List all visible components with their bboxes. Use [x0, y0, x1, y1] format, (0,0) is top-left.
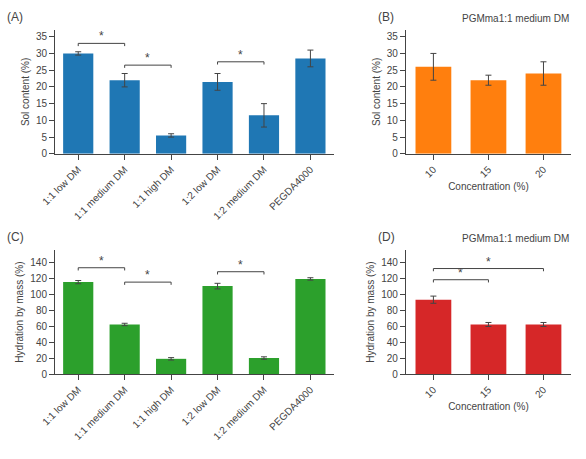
svg-text:1:2 medium DM: 1:2 medium DM — [211, 164, 269, 222]
svg-text:120: 120 — [381, 273, 398, 284]
svg-text:0: 0 — [41, 148, 47, 159]
svg-text:30: 30 — [387, 48, 399, 59]
svg-text:60: 60 — [36, 321, 48, 332]
svg-text:*: * — [458, 266, 463, 280]
svg-text:35: 35 — [36, 31, 48, 42]
svg-text:PEGDA4000: PEGDA4000 — [267, 164, 316, 213]
svg-text:(A): (A) — [7, 10, 23, 24]
svg-text:40: 40 — [36, 337, 48, 348]
svg-text:Hydration by mass (%): Hydration by mass (%) — [14, 262, 25, 363]
svg-text:*: * — [238, 258, 243, 272]
svg-text:5: 5 — [392, 132, 398, 143]
svg-text:1:1 medium DM: 1:1 medium DM — [72, 164, 130, 222]
svg-text:1:1 low DM: 1:1 low DM — [40, 384, 83, 427]
svg-text:20: 20 — [36, 81, 48, 92]
svg-text:10: 10 — [387, 115, 399, 126]
svg-text:0: 0 — [392, 148, 398, 159]
svg-text:15: 15 — [36, 98, 48, 109]
svg-text:1:2 low DM: 1:2 low DM — [179, 164, 222, 207]
svg-text:(D): (D) — [378, 230, 395, 244]
svg-text:20: 20 — [533, 384, 549, 400]
svg-text:PGMma1:1 medium DM: PGMma1:1 medium DM — [462, 233, 569, 244]
svg-text:10: 10 — [423, 384, 439, 400]
svg-text:25: 25 — [36, 65, 48, 76]
svg-text:140: 140 — [381, 257, 398, 268]
svg-text:15: 15 — [478, 384, 494, 400]
svg-text:25: 25 — [387, 65, 399, 76]
svg-text:1:1 medium DM: 1:1 medium DM — [72, 384, 130, 442]
svg-text:Sol content (%): Sol content (%) — [20, 58, 31, 126]
svg-text:15: 15 — [478, 164, 494, 180]
svg-text:*: * — [486, 255, 491, 269]
svg-text:10: 10 — [423, 164, 439, 180]
svg-text:Sol content (%): Sol content (%) — [371, 58, 382, 126]
svg-text:1:2 low DM: 1:2 low DM — [179, 384, 222, 427]
svg-text:*: * — [145, 268, 150, 282]
svg-text:PEGDA4000: PEGDA4000 — [267, 384, 316, 433]
svg-text:Hydration by mass (%): Hydration by mass (%) — [365, 262, 376, 363]
svg-text:1:2 medium DM: 1:2 medium DM — [211, 384, 269, 442]
svg-text:(B): (B) — [378, 10, 394, 24]
svg-text:*: * — [145, 51, 150, 65]
svg-text:30: 30 — [36, 48, 48, 59]
svg-text:20: 20 — [387, 81, 399, 92]
svg-text:10: 10 — [36, 115, 48, 126]
svg-text:100: 100 — [381, 289, 398, 300]
svg-text:60: 60 — [387, 321, 399, 332]
svg-text:120: 120 — [30, 273, 47, 284]
svg-text:5: 5 — [41, 132, 47, 143]
svg-text:Concentration (%): Concentration (%) — [448, 181, 529, 192]
svg-text:1:1 high DM: 1:1 high DM — [130, 384, 176, 430]
svg-text:35: 35 — [387, 31, 399, 42]
svg-text:20: 20 — [36, 353, 48, 364]
svg-text:PGMma1:1 medium DM: PGMma1:1 medium DM — [462, 13, 569, 24]
svg-text:20: 20 — [533, 164, 549, 180]
svg-text:20: 20 — [387, 353, 399, 364]
svg-text:140: 140 — [30, 257, 47, 268]
svg-text:*: * — [238, 48, 243, 62]
svg-text:1:1 high DM: 1:1 high DM — [130, 164, 176, 210]
svg-text:100: 100 — [30, 289, 47, 300]
svg-text:0: 0 — [41, 369, 47, 380]
svg-text:*: * — [99, 254, 104, 268]
svg-text:80: 80 — [36, 305, 48, 316]
svg-text:Concentration (%): Concentration (%) — [448, 401, 529, 412]
svg-text:40: 40 — [387, 337, 399, 348]
svg-text:15: 15 — [387, 98, 399, 109]
svg-text:0: 0 — [392, 369, 398, 380]
svg-text:*: * — [99, 29, 104, 43]
svg-text:1:1 low DM: 1:1 low DM — [40, 164, 83, 207]
svg-text:80: 80 — [387, 305, 399, 316]
svg-text:(C): (C) — [7, 230, 24, 244]
